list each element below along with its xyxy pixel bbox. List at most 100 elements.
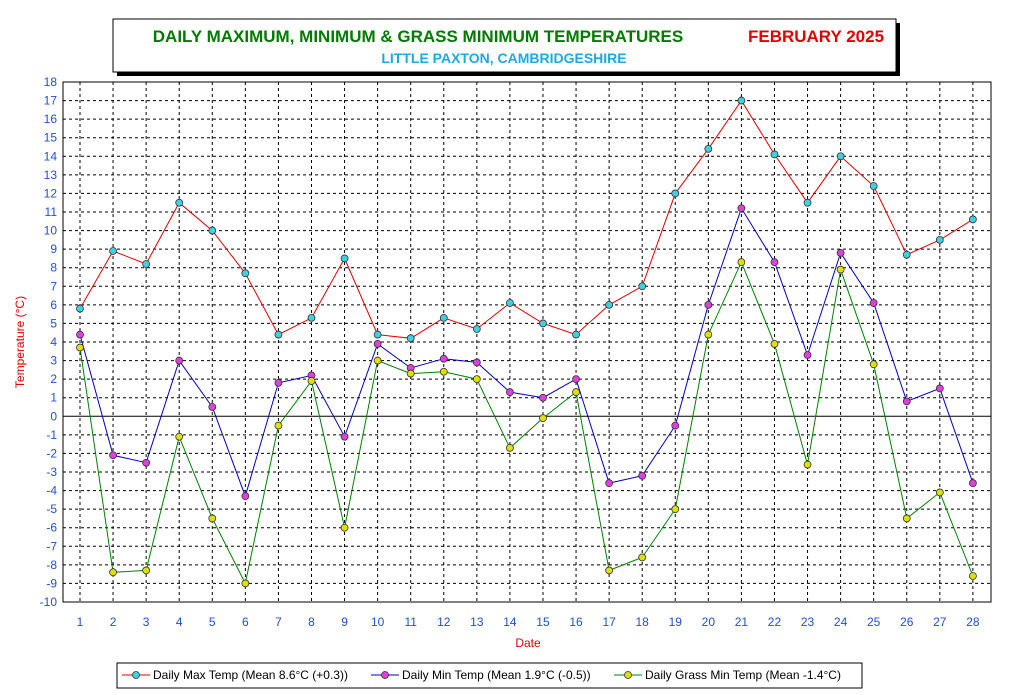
y-tick-label: -8 bbox=[46, 558, 57, 572]
series-3-point bbox=[109, 568, 117, 577]
series-3-point bbox=[506, 443, 514, 452]
legend-box bbox=[116, 662, 863, 689]
y-tick-label: 12 bbox=[44, 186, 58, 200]
series-1-point bbox=[274, 330, 283, 339]
series-2-point bbox=[704, 300, 713, 309]
series-1-point bbox=[638, 282, 647, 291]
series-3-point bbox=[770, 339, 779, 348]
x-tick-label: 18 bbox=[636, 615, 650, 629]
series-2-point bbox=[175, 356, 184, 365]
x-tick-label: 17 bbox=[602, 615, 616, 629]
series-1-point bbox=[869, 182, 878, 190]
series-1-point bbox=[439, 313, 448, 322]
series-2-point bbox=[605, 479, 614, 488]
legend: Daily Max Temp (Mean 8.6°C (+0.3)) Daily … bbox=[122, 668, 841, 682]
series-1-point bbox=[968, 215, 977, 224]
series-2-point bbox=[803, 351, 812, 359]
series-1-point bbox=[770, 150, 779, 159]
series-1-point bbox=[76, 304, 84, 313]
x-tick-label: 16 bbox=[569, 615, 583, 629]
y-tick-label: -7 bbox=[46, 539, 57, 553]
legend-label: Daily Min Temp (Mean 1.9°C (-0.5)) bbox=[402, 668, 591, 682]
series-1-point bbox=[704, 144, 713, 153]
series-2-point bbox=[836, 248, 845, 257]
series-2-point bbox=[506, 388, 514, 397]
series-2-point bbox=[902, 397, 911, 406]
series-3-point bbox=[803, 460, 812, 469]
x-tick-label: 7 bbox=[275, 615, 282, 629]
series-2-point bbox=[208, 403, 217, 411]
y-tick-label: 9 bbox=[50, 242, 57, 256]
series-3-point bbox=[836, 265, 845, 274]
x-tick-label: 12 bbox=[437, 615, 451, 629]
series-1-point bbox=[506, 299, 514, 307]
y-tick-label: 5 bbox=[50, 316, 57, 330]
series-1-point bbox=[373, 330, 382, 339]
x-axis-label: Date bbox=[515, 636, 541, 650]
y-tick-label: 15 bbox=[44, 131, 58, 145]
series-3-point bbox=[935, 488, 944, 497]
series-1-point bbox=[902, 250, 911, 259]
x-tick-label: 19 bbox=[669, 615, 683, 629]
series-2-point bbox=[472, 358, 481, 367]
x-tick-label: 25 bbox=[867, 615, 881, 629]
y-tick-label: 6 bbox=[50, 298, 57, 312]
y-tick-label: 17 bbox=[44, 94, 58, 108]
series-3-point bbox=[704, 330, 713, 339]
series-3-point bbox=[208, 514, 217, 523]
y-tick-label: 10 bbox=[44, 224, 58, 238]
y-tick-label: -9 bbox=[46, 576, 57, 590]
legend-label: Daily Max Temp (Mean 8.6°C (+0.3)) bbox=[153, 668, 348, 682]
series-1-point bbox=[241, 269, 250, 278]
series-3-point bbox=[671, 505, 680, 514]
x-tick-label: 20 bbox=[702, 615, 716, 629]
y-tick-label: -10 bbox=[40, 595, 58, 609]
series-3-point bbox=[638, 553, 647, 562]
y-axis-ticks: -10-9-8-7-6-5-4-3-2-10123456789101112131… bbox=[40, 75, 58, 609]
series-1-point bbox=[208, 226, 217, 235]
x-tick-label: 5 bbox=[209, 615, 216, 629]
x-tick-label: 8 bbox=[308, 615, 315, 629]
y-tick-label: 8 bbox=[50, 261, 57, 275]
x-tick-label: 15 bbox=[536, 615, 550, 629]
grid bbox=[63, 82, 991, 602]
series-1-point bbox=[836, 152, 845, 161]
x-tick-label: 10 bbox=[371, 615, 385, 629]
series-3-point bbox=[605, 566, 614, 575]
x-tick-label: 21 bbox=[735, 615, 749, 629]
series-2-point bbox=[770, 258, 779, 267]
series-3-point bbox=[902, 514, 911, 523]
series-3-point bbox=[274, 421, 283, 430]
series-1-point bbox=[605, 300, 614, 309]
y-tick-label: -4 bbox=[46, 484, 57, 498]
x-tick-label: 23 bbox=[801, 615, 815, 629]
series-2-point bbox=[241, 492, 250, 501]
series-3-point bbox=[241, 579, 250, 588]
x-tick-label: 28 bbox=[966, 615, 980, 629]
series-3-point bbox=[472, 375, 481, 384]
y-tick-label: -1 bbox=[46, 428, 57, 442]
y-tick-label: 16 bbox=[44, 112, 58, 126]
series-3-point bbox=[869, 360, 878, 369]
x-tick-label: 26 bbox=[900, 615, 914, 629]
series-3-point bbox=[175, 432, 184, 441]
x-tick-label: 1 bbox=[77, 615, 84, 629]
x-axis-ticks: 1 2 3 4 5 6 7 8 9 10 11 12 13 14 15 16 17 18 19 20 21 22 23 24 2… bbox=[77, 615, 980, 629]
series-3-point bbox=[572, 388, 580, 397]
series-1-point bbox=[572, 330, 580, 339]
x-tick-label: 27 bbox=[933, 615, 947, 629]
y-tick-label: 1 bbox=[50, 391, 57, 405]
series-1-point bbox=[307, 313, 316, 322]
y-tick-label: 2 bbox=[50, 372, 57, 386]
y-tick-label: -5 bbox=[46, 502, 57, 516]
series-1-point bbox=[935, 235, 944, 244]
y-tick-label: -6 bbox=[46, 521, 57, 535]
series-2-point bbox=[439, 354, 448, 363]
x-tick-label: 3 bbox=[143, 615, 150, 629]
series-3-point bbox=[968, 572, 977, 580]
series-2-point bbox=[638, 471, 647, 480]
series-3-point bbox=[406, 369, 415, 378]
x-tick-label: 6 bbox=[242, 615, 249, 629]
series-3-point bbox=[439, 367, 448, 376]
series-2-point bbox=[869, 299, 878, 307]
